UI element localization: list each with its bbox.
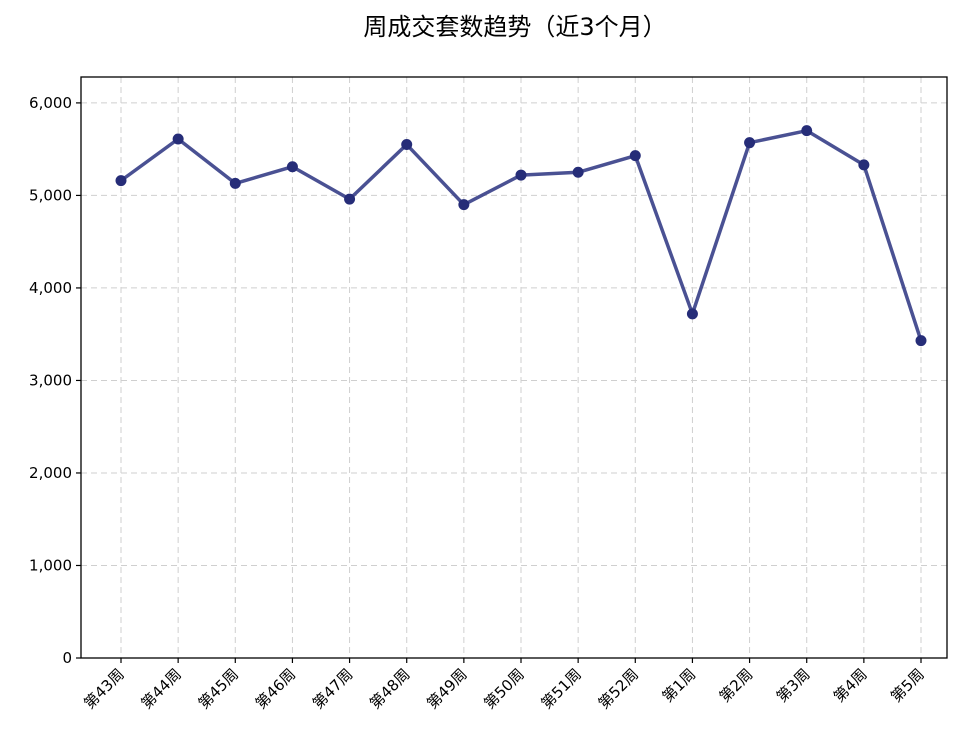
- x-tick-label: 第48周: [366, 665, 413, 712]
- x-tick-label: 第46周: [252, 665, 299, 712]
- y-tick-label: 2,000: [29, 464, 72, 482]
- data-point: [858, 159, 870, 171]
- x-tick-label: 第51周: [538, 665, 585, 712]
- data-point: [115, 175, 127, 187]
- data-point: [572, 166, 584, 178]
- x-tick-label: 第49周: [423, 665, 470, 712]
- x-tick-label: 第43周: [80, 665, 127, 712]
- chart-title: 周成交套数趋势（近3个月）: [363, 13, 666, 41]
- x-tick-label: 第45周: [195, 665, 242, 712]
- y-tick-label: 5,000: [29, 186, 72, 204]
- data-point: [744, 137, 756, 149]
- data-point: [915, 335, 927, 347]
- x-tick-label: 第52周: [595, 665, 642, 712]
- data-point: [515, 169, 527, 181]
- data-point: [629, 150, 641, 162]
- y-tick-label: 3,000: [29, 371, 72, 389]
- x-tick-label: 第5周: [887, 665, 928, 706]
- x-axis: 第43周 第44周 第45周 第46周 第47周 第48周 第49周 第50周 第51周 第52周…: [80, 658, 928, 713]
- x-tick-label: 第50周: [480, 665, 527, 712]
- data-point: [172, 133, 184, 145]
- series-area: [115, 125, 927, 347]
- data-point: [801, 125, 813, 137]
- y-axis: 0 1,000 2,000 3,000 4,000 5,000 6,000: [29, 94, 81, 667]
- x-tick-label: 第44周: [138, 665, 185, 712]
- y-tick-label: 4,000: [29, 279, 72, 297]
- x-tick-label: 第1周: [659, 665, 700, 706]
- x-tick-label: 第2周: [716, 665, 757, 706]
- data-point: [229, 177, 241, 189]
- y-tick-label: 0: [62, 649, 72, 667]
- data-point: [458, 199, 470, 211]
- data-point: [286, 161, 298, 173]
- x-tick-label: 第3周: [773, 665, 814, 706]
- x-tick-label: 第47周: [309, 665, 356, 712]
- y-tick-label: 6,000: [29, 94, 72, 112]
- data-point: [401, 139, 413, 151]
- x-tick-label: 第4周: [830, 665, 871, 706]
- grid: [81, 77, 947, 659]
- plot-frame: [80, 76, 948, 659]
- data-point: [686, 308, 698, 320]
- data-point: [344, 193, 356, 205]
- y-tick-label: 1,000: [29, 556, 72, 574]
